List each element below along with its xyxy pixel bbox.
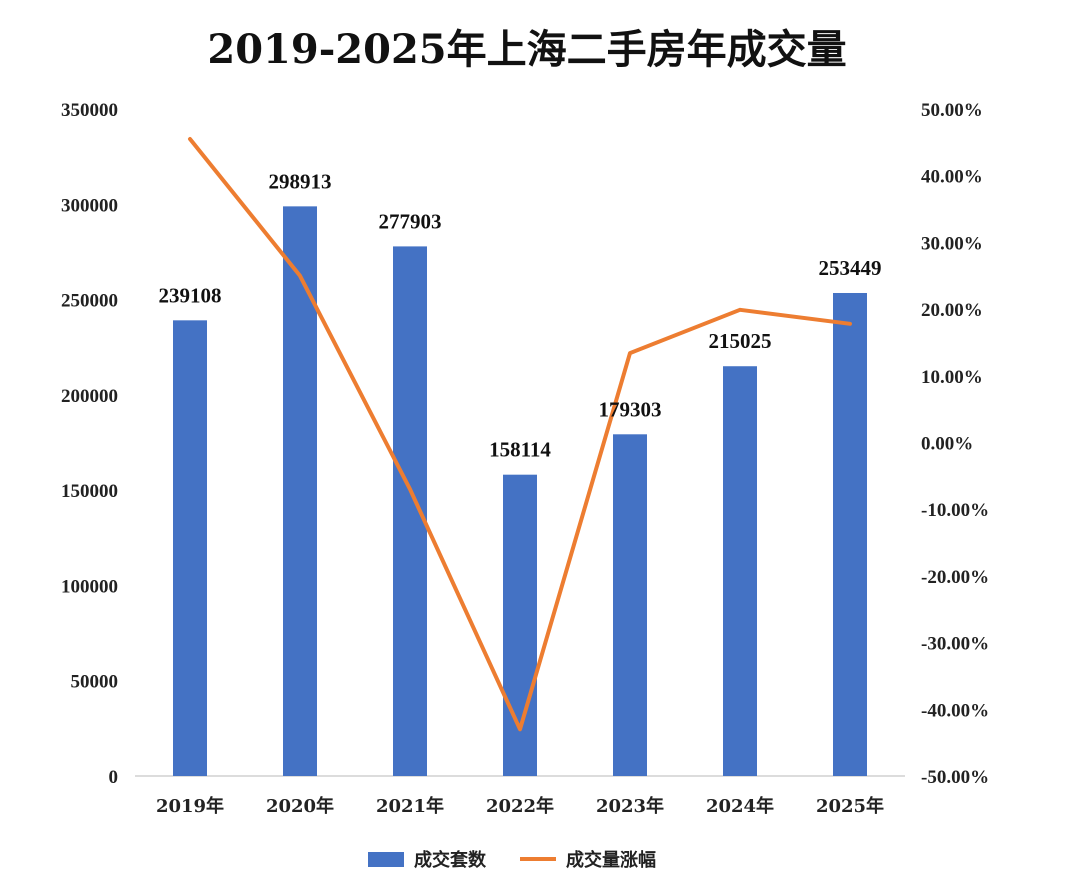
right-tick-label: -50.00% [921,767,989,788]
bar-2019年 [173,320,207,776]
legend-bar-swatch [368,852,404,867]
x-category-label: 2022年 [486,795,554,817]
x-category-label: 2019年 [156,795,224,817]
bar-value-label: 179303 [599,397,662,421]
bar-2025年 [833,292,867,776]
growth-point-2025年 [848,322,852,326]
x-category-label: 2023年 [596,795,664,817]
legend: 成交套数 成交量涨幅 [368,849,656,871]
bar-value-label: 298913 [269,169,332,193]
legend-line-label: 成交量涨幅 [566,849,656,871]
right-tick-label: 20.00% [921,300,983,321]
right-tick-label: -20.00% [921,567,989,588]
growth-point-2023年 [628,351,632,355]
left-tick-label: 250000 [61,291,118,312]
x-category-label: 2025年 [816,795,884,817]
left-tick-label: 350000 [61,100,118,121]
bar-series [173,206,867,776]
bar-value-label: 158114 [489,438,551,462]
data-labels: 239108 298913 277903 158114 179303 215025 2534… [159,169,882,461]
bar-value-label: 277903 [379,209,442,233]
bar-2020年 [283,206,317,776]
right-tick-label: 30.00% [921,233,983,254]
right-tick-label: 10.00% [921,367,983,388]
left-tick-label: 0 [109,767,119,788]
right-tick-label: -40.00% [921,700,989,721]
bar-2023年 [613,434,647,776]
left-tick-label: 100000 [61,576,118,597]
x-category-label: 2024年 [706,795,774,817]
left-tick-label: 300000 [61,195,118,216]
growth-point-2021年 [408,487,412,491]
left-tick-label: 50000 [71,672,119,693]
right-tick-label: 50.00% [921,100,983,121]
legend-bar-label: 成交套数 [414,849,487,871]
left-tick-label: 200000 [61,386,118,407]
growth-point-2020年 [298,274,302,278]
x-category-label: 2021年 [376,795,444,817]
right-tick-label: -10.00% [921,500,989,521]
right-tick-label: 0.00% [921,434,973,455]
right-y-axis: 50.00% 40.00% 30.00% 20.00% 10.00% 0.00% -10.0… [921,100,989,788]
bar-2024年 [723,366,757,776]
line-series [188,137,852,732]
right-tick-label: 40.00% [921,167,983,188]
x-axis-categories: 2019年 2020年 2021年 2022年 2023年 2024年 2025年 [156,795,884,817]
x-category-label: 2020年 [266,795,334,817]
bar-value-label: 239108 [159,283,222,307]
growth-point-2022年 [518,727,522,731]
chart-title: 2019-2025年上海二手房年成交量 [207,26,846,73]
left-tick-label: 150000 [61,481,118,502]
growth-point-2024年 [738,308,742,312]
bar-value-label: 253449 [819,256,882,280]
growth-point-2019年 [188,137,192,141]
left-y-axis: 0 50000 100000 150000 200000 250000 300000 3500… [61,100,118,788]
right-tick-label: -30.00% [921,634,989,655]
bar-value-label: 215025 [709,329,772,353]
